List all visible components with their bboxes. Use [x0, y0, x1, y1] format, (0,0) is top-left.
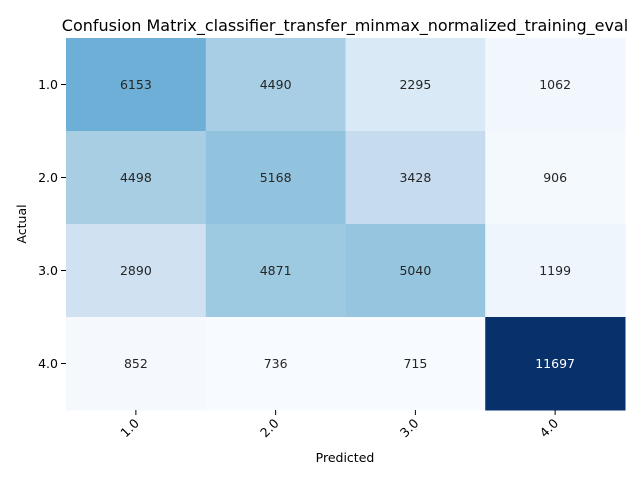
cell-value-label: 852: [124, 356, 148, 371]
chart-title: Confusion Matrix_classifier_transfer_min…: [62, 16, 628, 36]
cell-value-label: 1199: [539, 263, 571, 278]
cell-value-label: 4871: [260, 263, 292, 278]
heatmap-cell: [485, 224, 626, 318]
x-axis-ticks: 1.0 2.0 3.0 4.0: [117, 410, 561, 440]
heatmap-cell: [345, 317, 486, 411]
y-axis-ticks: 1.0 2.0 3.0 4.0: [38, 77, 66, 371]
y-tick-label: 4.0: [38, 356, 58, 371]
x-tick-label: 2.0: [257, 415, 282, 440]
y-tick-label: 2.0: [38, 170, 58, 185]
heatmap-cell: [66, 38, 207, 132]
cell-value-label: 4490: [260, 77, 292, 92]
x-axis-label: Predicted: [316, 450, 375, 465]
cell-value-label: 2295: [399, 77, 431, 92]
heatmap-cell: [205, 131, 346, 225]
y-tick-label: 1.0: [38, 77, 58, 92]
heatmap-cell: [345, 224, 486, 318]
heatmap-cells: [66, 38, 626, 411]
heatmap-cell: [205, 224, 346, 318]
cell-value-label: 1062: [539, 77, 571, 92]
cell-value-label: 736: [264, 356, 288, 371]
heatmap-cell: [205, 317, 346, 411]
y-axis-label: Actual: [14, 204, 29, 243]
x-tick-label: 1.0: [117, 415, 142, 440]
y-tick-label: 3.0: [38, 263, 58, 278]
heatmap-cell: [485, 317, 626, 411]
cell-value-label: 11697: [535, 356, 575, 371]
cell-value-label: 5168: [260, 170, 292, 185]
cell-value-label: 2890: [120, 263, 152, 278]
heatmap-cell: [205, 38, 346, 132]
cell-value-label: 715: [403, 356, 427, 371]
x-tick-label: 4.0: [537, 415, 562, 440]
heatmap-cell: [485, 38, 626, 132]
heatmap-cell: [66, 224, 207, 318]
heatmap-cell: [345, 38, 486, 132]
cell-value-label: 5040: [399, 263, 431, 278]
heatmap-cell: [345, 131, 486, 225]
cell-value-label: 3428: [399, 170, 431, 185]
cell-value-label: 906: [543, 170, 567, 185]
heatmap-cell: [485, 131, 626, 225]
heatmap-cell: [66, 317, 207, 411]
cell-value-label: 4498: [120, 170, 152, 185]
x-tick-label: 3.0: [397, 415, 422, 440]
cell-annotations: 6153 4490 2295 1062 4498 5168 3428 906 2890 4871 5…: [120, 77, 575, 371]
cell-value-label: 6153: [120, 77, 152, 92]
heatmap-cell: [66, 131, 207, 225]
